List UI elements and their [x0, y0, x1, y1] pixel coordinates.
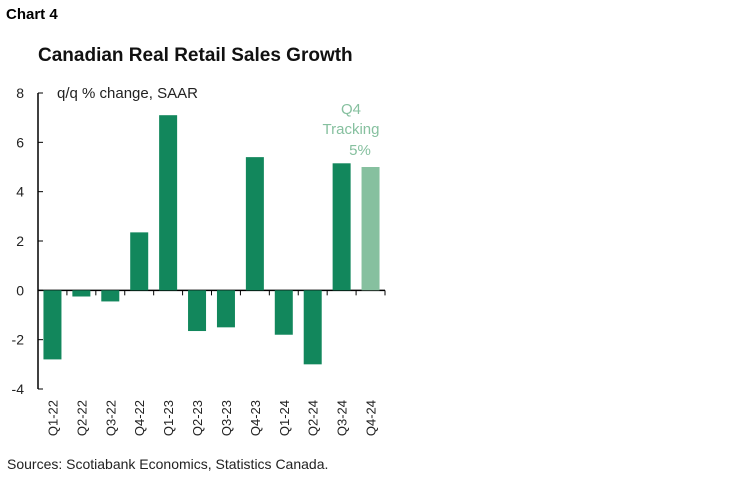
annotation-line-2: Tracking	[323, 121, 380, 138]
bar	[216, 290, 235, 328]
y-tick-label: -4	[12, 381, 25, 397]
bar	[130, 232, 149, 291]
bar	[245, 157, 264, 291]
bar	[188, 290, 207, 332]
x-tick-label: Q3-22	[103, 400, 118, 436]
x-tick-label: Q4-23	[248, 400, 263, 436]
x-tick-label: Q3-24	[335, 400, 350, 436]
bar	[274, 290, 293, 335]
y-tick-label: 2	[16, 233, 24, 249]
x-tick-label: Q1-22	[45, 400, 60, 436]
x-tick-label: Q2-22	[74, 400, 89, 436]
bar	[43, 290, 62, 360]
bar	[303, 290, 322, 365]
y-tick-label: 8	[16, 85, 24, 101]
y-tick-label: 4	[16, 184, 24, 200]
chart-label: Chart 4	[6, 6, 58, 23]
x-tick-label: Q4-22	[132, 400, 147, 436]
annotation-line-1: Q4	[341, 101, 361, 118]
bar	[159, 115, 178, 291]
chart-title: Canadian Real Retail Sales Growth	[38, 45, 353, 66]
source-note: Sources: Scotiabank Economics, Statistic…	[7, 456, 328, 472]
y-tick-label: 0	[16, 282, 24, 298]
x-tick-label: Q1-23	[161, 400, 176, 436]
bar	[361, 167, 380, 291]
annotation-line-3: 5%	[349, 142, 371, 159]
bar	[101, 290, 120, 302]
x-tick-label: Q2-23	[190, 400, 205, 436]
y-axis-label: q/q % change, SAAR	[57, 85, 198, 102]
x-tick-label: Q4-24	[364, 400, 379, 436]
x-tick-label: Q3-23	[219, 400, 234, 436]
bar	[332, 163, 351, 291]
y-tick-label: -2	[12, 332, 25, 348]
bar	[72, 290, 91, 297]
x-tick-label: Q1-24	[277, 400, 292, 436]
x-tick-label: Q2-24	[306, 400, 321, 436]
y-tick-label: 6	[16, 134, 24, 150]
